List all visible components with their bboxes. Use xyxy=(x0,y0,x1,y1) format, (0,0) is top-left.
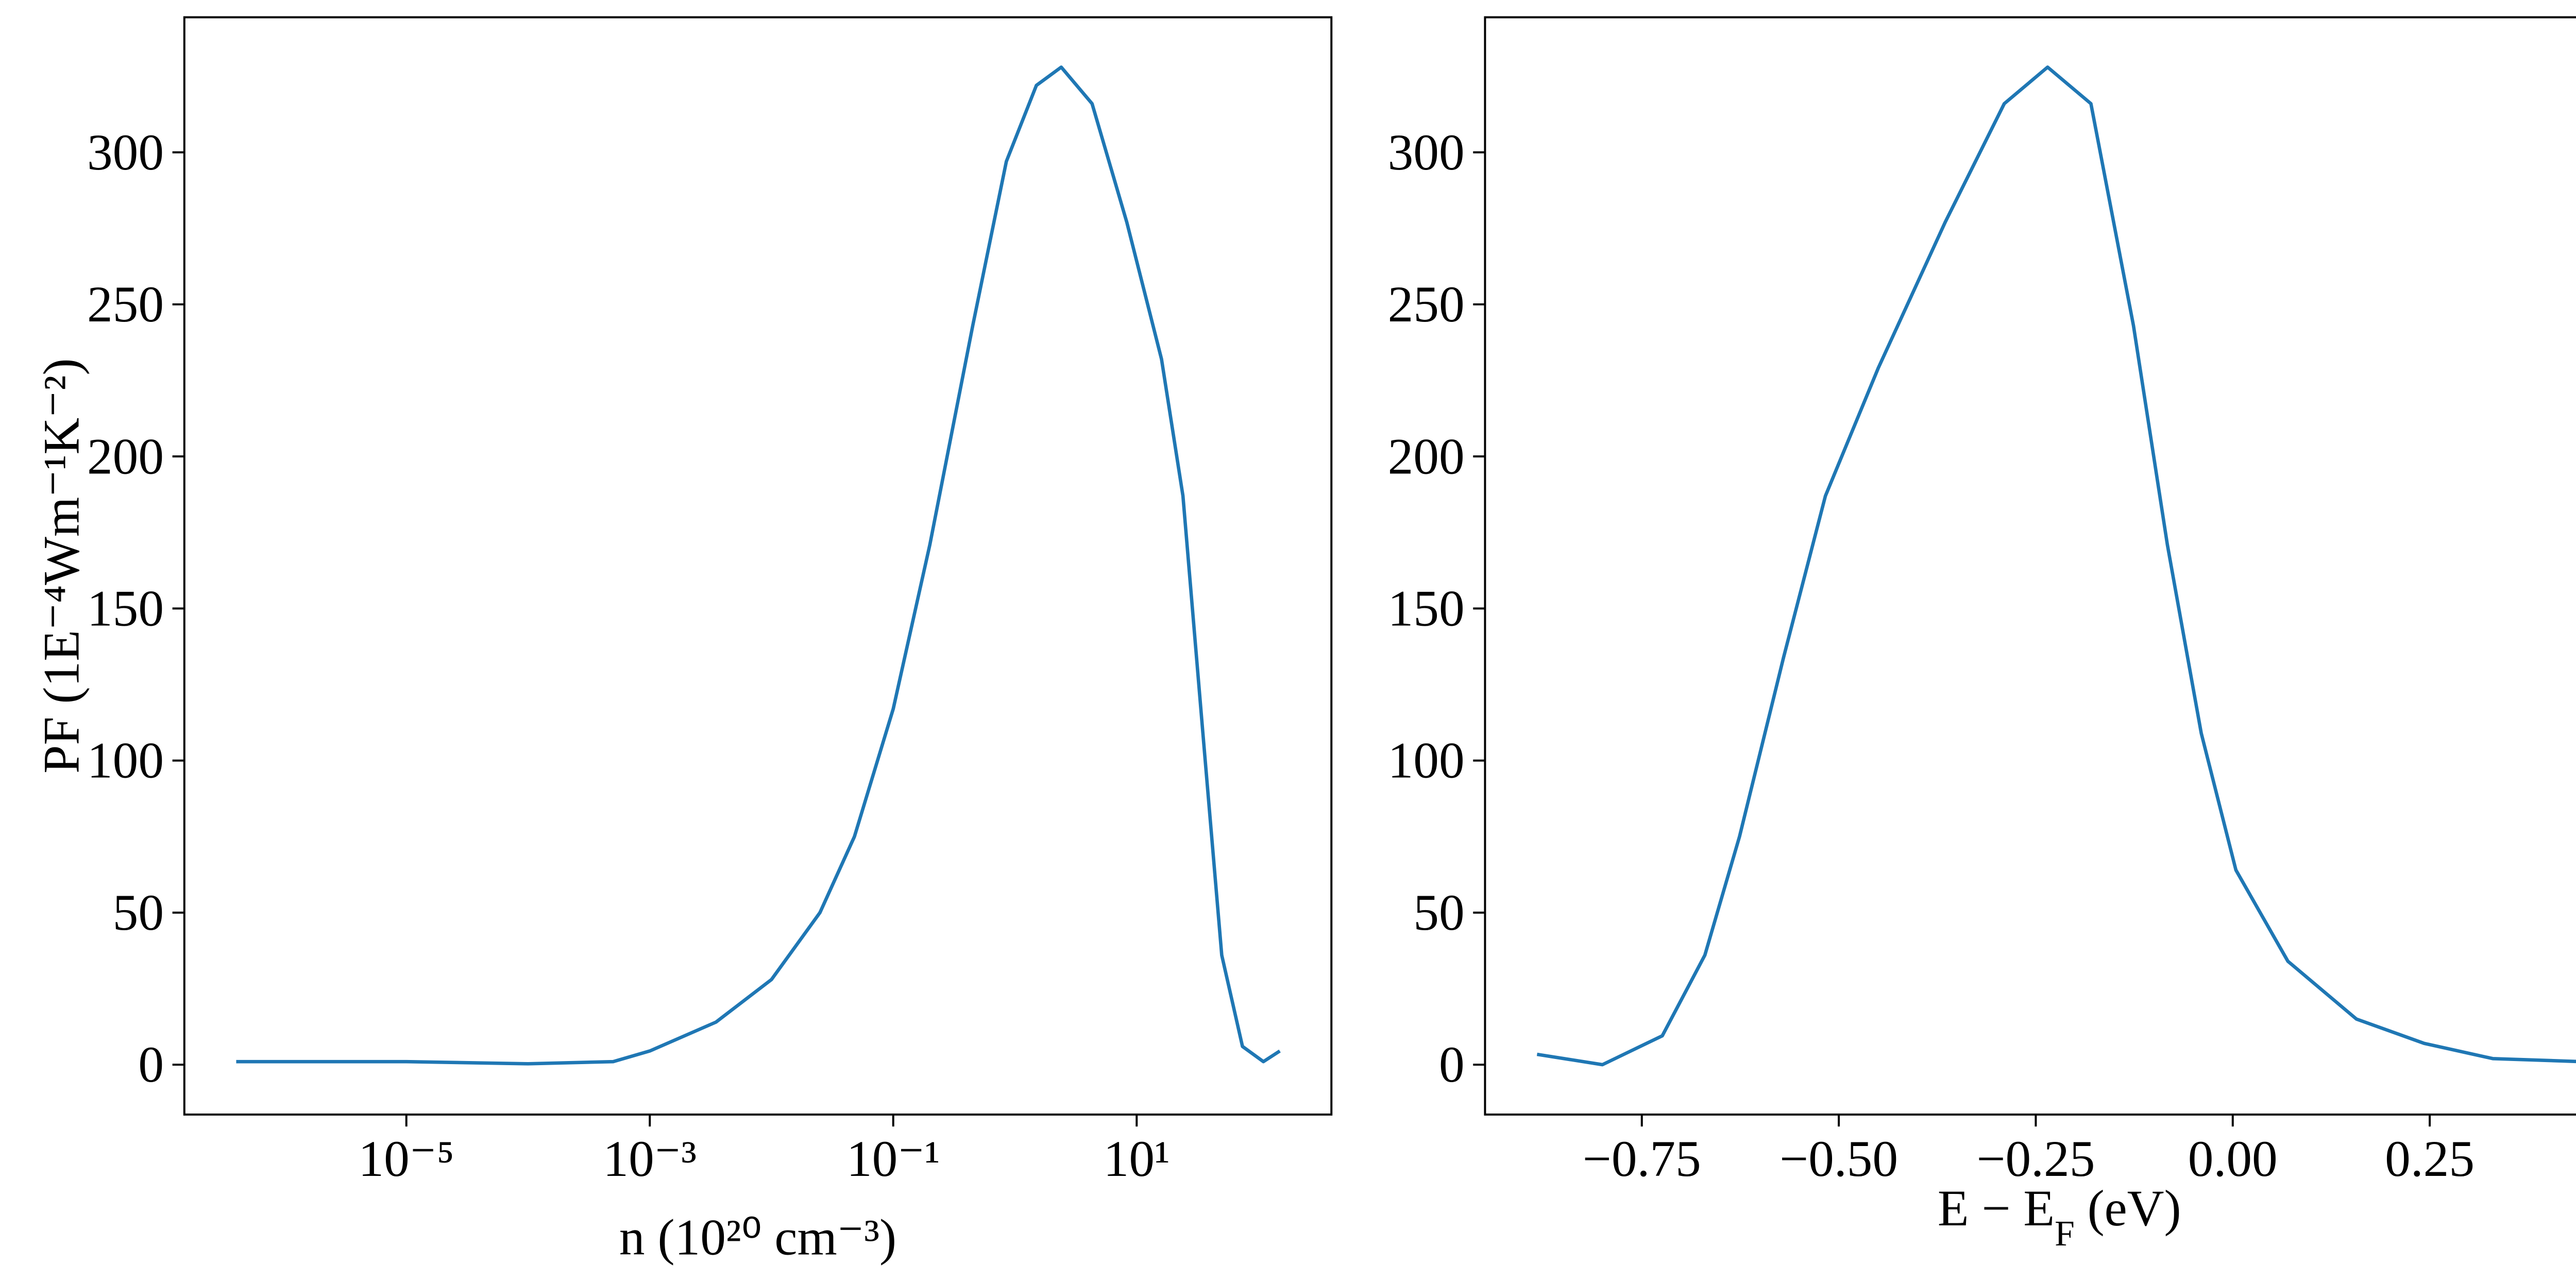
x-tick-label: 10⁻⁵ xyxy=(358,1131,454,1187)
y-tick-label: 300 xyxy=(1388,124,1465,181)
x-tick-label: 0.25 xyxy=(2385,1131,2475,1187)
x-axis-label-part: (eV) xyxy=(2075,1180,2181,1237)
x-tick-label: 10¹ xyxy=(1104,1131,1170,1187)
y-tick-label: 50 xyxy=(1413,884,1464,941)
x-axis-label: n (10²⁰ cm⁻³) xyxy=(619,1209,896,1266)
y-tick-label: 50 xyxy=(113,884,164,941)
y-tick-label: 200 xyxy=(1388,428,1465,485)
y-tick-label: 0 xyxy=(1439,1036,1465,1093)
x-tick-label: −0.25 xyxy=(1976,1131,2095,1187)
y-tick-label: 0 xyxy=(138,1036,164,1093)
y-tick-label: 100 xyxy=(1388,732,1465,789)
x-axis-label-part: E − E xyxy=(1938,1180,2055,1237)
axes-frame xyxy=(183,16,1333,1116)
x-axis-label: E − EF (eV) xyxy=(1938,1180,2181,1253)
y-tick-label: 300 xyxy=(87,124,164,181)
y-tick-label: 100 xyxy=(87,732,164,789)
y-axis-label: PF (1E⁻⁴Wm⁻¹K⁻²) xyxy=(33,358,90,774)
x-tick-label: −0.75 xyxy=(1583,1131,1701,1187)
x-tick-label: 0.00 xyxy=(2188,1131,2278,1187)
y-tick-label: 150 xyxy=(1388,580,1465,637)
y-tick-label: 200 xyxy=(87,428,164,485)
x-tick-label: 10⁻³ xyxy=(603,1131,697,1187)
x-tick-label: −0.50 xyxy=(1780,1131,1898,1187)
line-series xyxy=(1536,65,2576,1067)
x-tick-label: 10⁻¹ xyxy=(846,1131,940,1187)
y-tick-label: 250 xyxy=(87,276,164,333)
line-series xyxy=(236,65,1281,1066)
x-axis-label-part: F xyxy=(2055,1214,2075,1254)
y-tick-label: 150 xyxy=(87,580,164,637)
axes-frame xyxy=(1484,16,2576,1116)
y-tick-label: 250 xyxy=(1388,276,1465,333)
